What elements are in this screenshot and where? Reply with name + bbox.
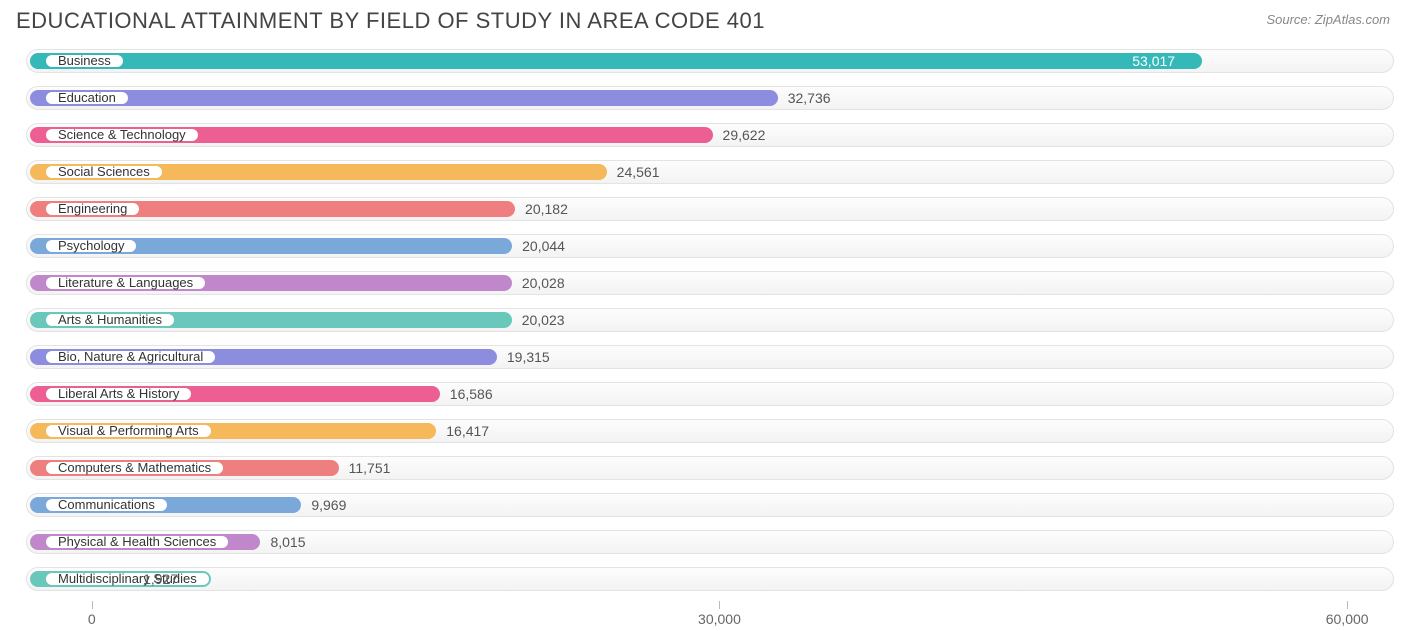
bar-value-label: 11,751 (339, 460, 391, 476)
bar-track: Liberal Arts & History 16,586 (26, 382, 1394, 406)
axis-tick-label: 30,000 (698, 611, 741, 627)
bar-row: Multidisciplinary Studies1,927 (12, 560, 1394, 597)
bar-track: Visual & Performing Arts 16,417 (26, 419, 1394, 443)
bar-track: Literature & Languages 20,028 (26, 271, 1394, 295)
bar-value-label: 29,622 (713, 127, 766, 143)
chart-container: EDUCATIONAL ATTAINMENT BY FIELD OF STUDY… (0, 0, 1406, 631)
bar-value-label: 20,023 (512, 312, 565, 328)
bar-fill (30, 90, 778, 106)
bar-row: Visual & Performing Arts 16,417 (12, 412, 1394, 449)
bar-track: Science & Technology 29,622 (26, 123, 1394, 147)
bar-value-label: 1,927 (133, 571, 178, 587)
axis-tick (719, 601, 720, 609)
bar-row: Education 32,736 (12, 79, 1394, 116)
bar-rows: Business 53,017 Education 32,736 Science & T… (12, 42, 1394, 597)
bar-category-pill: Education (44, 90, 130, 106)
bar-category-pill: Psychology (44, 238, 138, 254)
bar-value-label: 9,969 (301, 497, 346, 513)
bar-row: Liberal Arts & History 16,586 (12, 375, 1394, 412)
bar-track: Computers & Mathematics 11,751 (26, 456, 1394, 480)
bar-value-label: 20,044 (512, 238, 565, 254)
bar-row: Psychology 20,044 (12, 227, 1394, 264)
bar-fill (30, 53, 1202, 69)
bar-row: Social Sciences 24,561 (12, 153, 1394, 190)
axis-tick (92, 601, 93, 609)
bar-category-pill: Literature & Languages (44, 275, 207, 291)
bar-row: Business 53,017 (12, 42, 1394, 79)
bar-value-label: 19,315 (497, 349, 550, 365)
bar-row: Engineering 20,182 (12, 190, 1394, 227)
bar-value-label: 20,182 (515, 201, 568, 217)
bar-row: Literature & Languages 20,028 (12, 264, 1394, 301)
axis-tick-label: 0 (88, 611, 96, 627)
axis-tick-label: 60,000 (1326, 611, 1369, 627)
axis-tick (1347, 601, 1348, 609)
bar-value-label: 8,015 (260, 534, 305, 550)
bar-category-pill: Engineering (44, 201, 141, 217)
bar-track: Arts & Humanities 20,023 (26, 308, 1394, 332)
bar-value-label: 20,028 (512, 275, 565, 291)
bar-category-pill: Multidisciplinary Studies (44, 571, 211, 587)
bar-category-pill: Computers & Mathematics (44, 460, 225, 476)
bar-track: Bio, Nature & Agricultural 19,315 (26, 345, 1394, 369)
bar-track: Psychology 20,044 (26, 234, 1394, 258)
bar-row: Science & Technology 29,622 (12, 116, 1394, 153)
bar-track: Business 53,017 (26, 49, 1394, 73)
bar-row: Computers & Mathematics 11,751 (12, 449, 1394, 486)
bar-row: Communications 9,969 (12, 486, 1394, 523)
bar-category-pill: Bio, Nature & Agricultural (44, 349, 217, 365)
bar-track: Engineering 20,182 (26, 197, 1394, 221)
bar-category-pill: Physical & Health Sciences (44, 534, 230, 550)
bar-row: Physical & Health Sciences 8,015 (12, 523, 1394, 560)
bar-value-label: 16,417 (436, 423, 489, 439)
chart-header: EDUCATIONAL ATTAINMENT BY FIELD OF STUDY… (12, 8, 1394, 42)
bar-track: Education 32,736 (26, 86, 1394, 110)
bar-track: Multidisciplinary Studies1,927 (26, 567, 1394, 591)
bar-category-pill: Science & Technology (44, 127, 200, 143)
bar-row: Arts & Humanities 20,023 (12, 301, 1394, 338)
bar-category-pill: Visual & Performing Arts (44, 423, 213, 439)
x-axis: 0 30,000 60,000 (12, 601, 1394, 631)
bar-category-pill: Liberal Arts & History (44, 386, 193, 402)
bar-value-label: 24,561 (607, 164, 660, 180)
bar-category-pill: Communications (44, 497, 169, 513)
bar-track: Physical & Health Sciences 8,015 (26, 530, 1394, 554)
bar-track: Social Sciences 24,561 (26, 160, 1394, 184)
bar-category-pill: Business (44, 53, 125, 69)
chart-area: Business 53,017 Education 32,736 Science & T… (12, 42, 1394, 631)
chart-title: EDUCATIONAL ATTAINMENT BY FIELD OF STUDY… (16, 8, 765, 34)
bar-row: Bio, Nature & Agricultural 19,315 (12, 338, 1394, 375)
bar-category-pill: Arts & Humanities (44, 312, 176, 328)
bar-value-label: 53,017 (1132, 53, 1175, 69)
chart-source: Source: ZipAtlas.com (1266, 8, 1390, 27)
bar-category-pill: Social Sciences (44, 164, 164, 180)
bar-value-label: 16,586 (440, 386, 493, 402)
bar-track: Communications 9,969 (26, 493, 1394, 517)
bar-value-label: 32,736 (778, 90, 831, 106)
